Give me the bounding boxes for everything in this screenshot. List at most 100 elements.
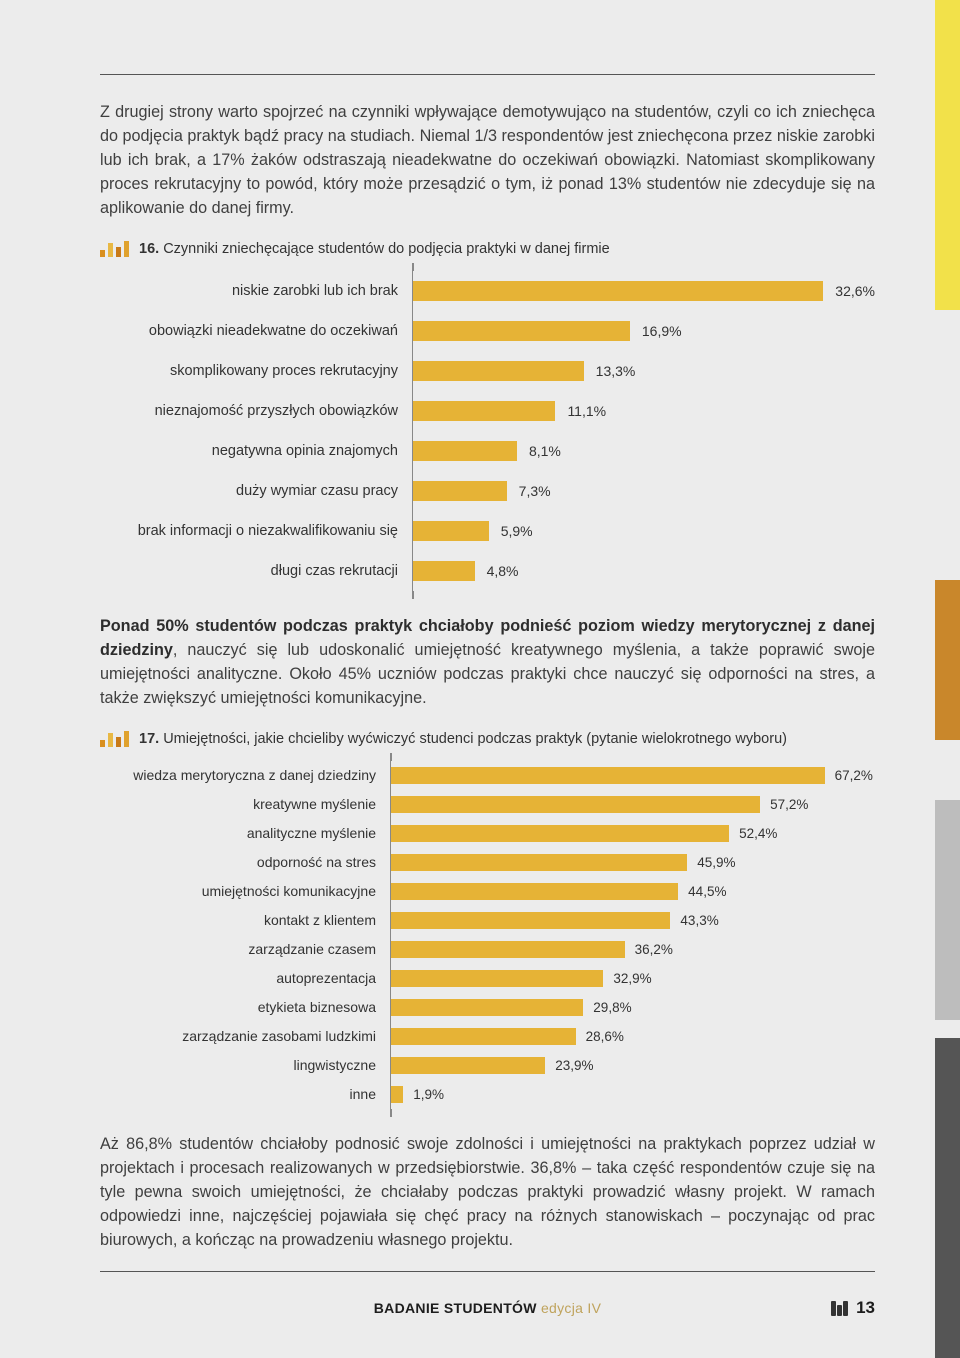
- chart-row: kontakt z klientem 43,3%: [100, 906, 875, 935]
- chart-bar-value: 13,3%: [596, 363, 636, 379]
- chart-row: duży wymiar czasu pracy 7,3%: [100, 471, 875, 511]
- chart-bar: [413, 281, 823, 301]
- chart-row-label: zarządzanie zasobami ludzkimi: [100, 1028, 390, 1044]
- chart-row-track: 4,8%: [412, 551, 875, 591]
- chart-bar-value: 32,9%: [613, 971, 651, 986]
- chart-row-track: 8,1%: [412, 431, 875, 471]
- paragraph-1: Z drugiej strony warto spojrzeć na czynn…: [100, 101, 875, 221]
- chart-row-label: brak informacji o niezakwalifikowaniu si…: [100, 523, 412, 539]
- chart-row-track: 32,6%: [412, 271, 875, 311]
- chart-row-label: odporność na stres: [100, 854, 390, 870]
- chart-16-title: 16. Czynniki zniechęcające studentów do …: [139, 241, 610, 257]
- chart-bar-value: 29,8%: [593, 1000, 631, 1015]
- chart-17-header: 17. Umiejętności, jakie chcieliby wyćwic…: [100, 731, 875, 747]
- chart-row-label: obowiązki nieadekwatne do oczekiwań: [100, 323, 412, 339]
- bar-chart-icon: [100, 731, 129, 747]
- chart-row: skomplikowany proces rekrutacyjny 13,3%: [100, 351, 875, 391]
- chart-bar: [391, 854, 687, 871]
- chart-row-label: autoprezentacja: [100, 970, 390, 986]
- chart-row-track: 32,9%: [390, 964, 875, 993]
- chart-row-track: 11,1%: [412, 391, 875, 431]
- chart-bar: [391, 912, 670, 929]
- chart-row: brak informacji o niezakwalifikowaniu si…: [100, 511, 875, 551]
- chart-row-label: duży wymiar czasu pracy: [100, 483, 412, 499]
- chart-row-label: kontakt z klientem: [100, 912, 390, 928]
- chart-row-label: skomplikowany proces rekrutacyjny: [100, 363, 412, 379]
- chart-bar: [413, 361, 584, 381]
- chart-bar: [391, 1086, 403, 1103]
- chart-row-label: lingwistyczne: [100, 1057, 390, 1073]
- chart-bar-value: 23,9%: [555, 1058, 593, 1073]
- chart-row: zarządzanie zasobami ludzkimi 28,6%: [100, 1022, 875, 1051]
- chart-row: zarządzanie czasem 36,2%: [100, 935, 875, 964]
- chart-bar-value: 1,9%: [413, 1087, 444, 1102]
- chart-bar-value: 44,5%: [688, 884, 726, 899]
- chart-bar-value: 52,4%: [739, 826, 777, 841]
- chart-bar-value: 8,1%: [529, 443, 561, 459]
- chart-row: negatywna opinia znajomych8,1%: [100, 431, 875, 471]
- chart-row-track: 7,3%: [412, 471, 875, 511]
- chart-16: niskie zarobki lub ich brak32,6%obowiązk…: [100, 271, 875, 591]
- chart-row: kreatywne myślenie57,2%: [100, 790, 875, 819]
- chart-row: niskie zarobki lub ich brak32,6%: [100, 271, 875, 311]
- chart-row-label: analityczne myślenie: [100, 825, 390, 841]
- chart-bar-value: 57,2%: [770, 797, 808, 812]
- chart-bar: [391, 825, 729, 842]
- chart-bar: [391, 767, 825, 784]
- chart-row-label: zarządzanie czasem: [100, 941, 390, 957]
- chart-row: analityczne myślenie 52,4%: [100, 819, 875, 848]
- chart-row: lingwistyczne 23,9%: [100, 1051, 875, 1080]
- chart-row-track: 36,2%: [390, 935, 875, 964]
- chart-bar: [391, 970, 603, 987]
- chart-16-header: 16. Czynniki zniechęcające studentów do …: [100, 241, 875, 257]
- chart-row: nieznajomość przyszłych obowiązków11,1%: [100, 391, 875, 431]
- page-number: 13: [856, 1298, 875, 1318]
- chart-bar-value: 11,1%: [567, 403, 606, 419]
- chart-row-track: 44,5%: [390, 877, 875, 906]
- chart-row: wiedza merytoryczna z danej dziedziny67,…: [100, 761, 875, 790]
- bottom-rule: [100, 1271, 875, 1272]
- paragraph-2: Ponad 50% studentów podczas praktyk chci…: [100, 615, 875, 711]
- chart-row: autoprezentacja 32,9%: [100, 964, 875, 993]
- chart-bar: [391, 1028, 576, 1045]
- chart-row-track: 16,9%: [412, 311, 875, 351]
- chart-bar: [391, 941, 625, 958]
- chart-row-track: 23,9%: [390, 1051, 875, 1080]
- chart-row-track: 28,6%: [390, 1022, 875, 1051]
- chart-row-track: 67,2%: [390, 761, 875, 790]
- chart-17-title: 17. Umiejętności, jakie chcieliby wyćwic…: [139, 731, 787, 747]
- chart-row-track: 5,9%: [412, 511, 875, 551]
- page-content: Z drugiej strony warto spojrzeć na czynn…: [0, 0, 935, 1358]
- chart-row-label: niskie zarobki lub ich brak: [100, 283, 412, 299]
- chart-bar-value: 7,3%: [519, 483, 551, 499]
- chart-row: odporność na stres45,9%: [100, 848, 875, 877]
- chart-row-track: 52,4%: [390, 819, 875, 848]
- chart-bar: [413, 321, 630, 341]
- chart-bar-value: 36,2%: [635, 942, 673, 957]
- chart-row-label: umiejętności komunikacyjne: [100, 883, 390, 899]
- chart-bar: [413, 561, 475, 581]
- chart-row-label: długi czas rekrutacji: [100, 563, 412, 579]
- chart-bar: [391, 999, 583, 1016]
- footer-logo-icon: [831, 1301, 848, 1316]
- chart-row-label: inne: [100, 1086, 390, 1102]
- chart-bar: [391, 883, 678, 900]
- paragraph-3: Aż 86,8% studentów chciałoby podnosić sw…: [100, 1133, 875, 1253]
- chart-bar: [413, 481, 507, 501]
- chart-bar: [413, 401, 555, 421]
- chart-bar-value: 43,3%: [680, 913, 718, 928]
- footer-title: BADANIE STUDENTÓW edycja IV: [374, 1300, 601, 1316]
- chart-row-track: 13,3%: [412, 351, 875, 391]
- chart-bar-value: 16,9%: [642, 323, 682, 339]
- chart-row: inne 1,9%: [100, 1080, 875, 1109]
- chart-bar-value: 28,6%: [586, 1029, 624, 1044]
- page-footer: BADANIE STUDENTÓW edycja IV 13: [100, 1298, 875, 1318]
- chart-bar-value: 5,9%: [501, 523, 533, 539]
- chart-row: długi czas rekrutacji 4,8%: [100, 551, 875, 591]
- chart-row-track: 57,2%: [390, 790, 875, 819]
- chart-row-track: 43,3%: [390, 906, 875, 935]
- chart-bar-value: 4,8%: [487, 563, 519, 579]
- chart-row: etykieta biznesowa29,8%: [100, 993, 875, 1022]
- chart-bar: [413, 521, 489, 541]
- chart-bar-value: 67,2%: [835, 768, 873, 783]
